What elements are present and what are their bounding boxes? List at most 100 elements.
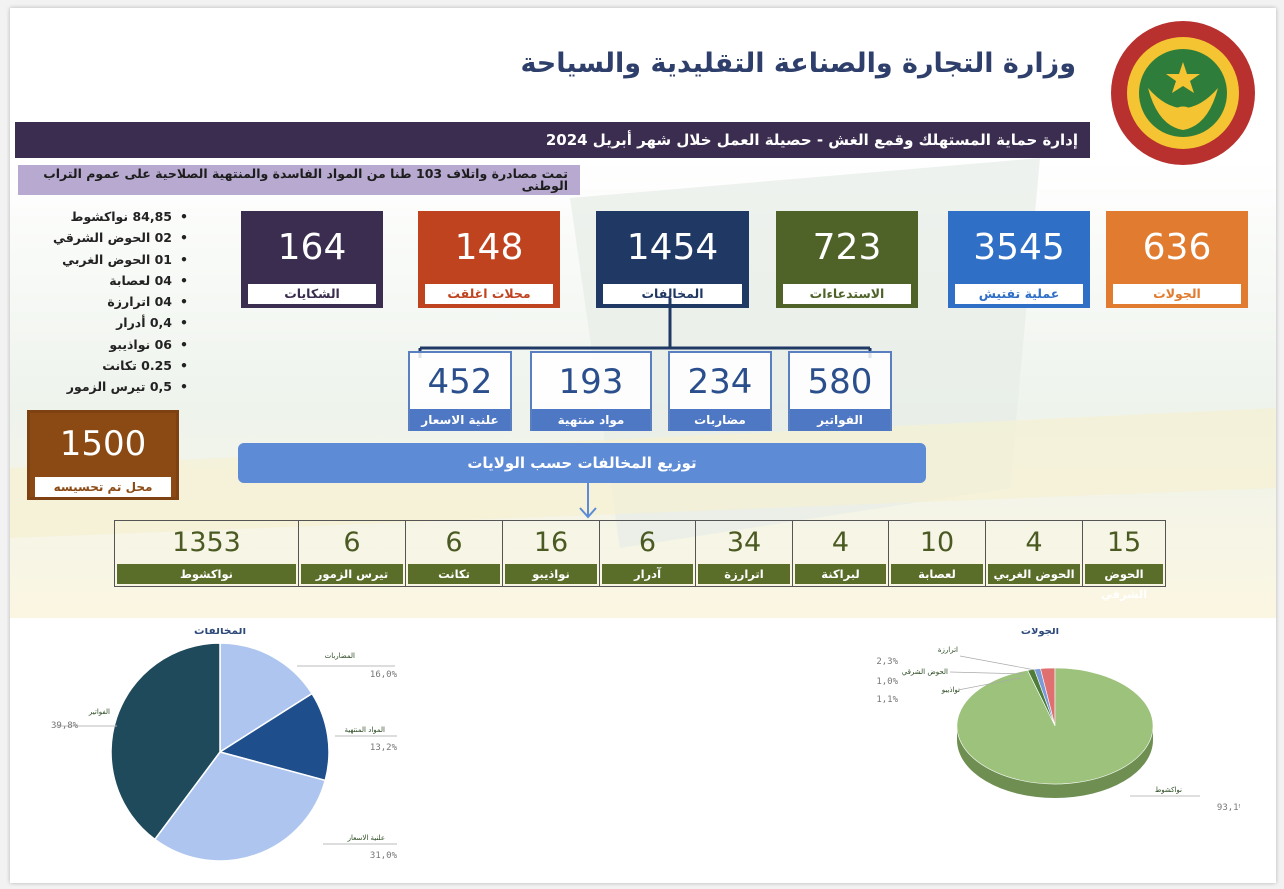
wilaya-cell: 6 آدرار <box>599 521 695 586</box>
pie-slice-percent: 39,8% <box>51 721 79 731</box>
mauritania-emblem-icon <box>1111 21 1255 165</box>
breakdown-label: مضاربات <box>670 409 770 431</box>
seizure-notice: تمت مصادرة واتلاف 103 طنا من المواد الفا… <box>18 165 580 195</box>
wilaya-value: 6 <box>638 527 657 558</box>
kpi-value: 723 <box>812 227 882 268</box>
kpi-violations: 1454 المخالفات <box>596 211 749 308</box>
breakdown-connector <box>418 298 872 358</box>
kpi-value: 164 <box>277 227 347 268</box>
wilaya-label: لبراكنة <box>795 564 886 584</box>
list-item: 0,5 تيرس الزمور <box>50 376 190 397</box>
pie-slice-percent: 1,1% <box>876 695 898 705</box>
pie-slice-percent: 2,3% <box>876 657 898 667</box>
wilaya-label: اترارزة <box>698 564 790 584</box>
tours-pie-chart: الجولات اترارزة 2,3% الحوض الشرقي 1,0% ن… <box>876 628 1240 813</box>
pie-slice-label: المضاربات <box>325 652 355 660</box>
chart-title: الجولات <box>1021 628 1059 637</box>
wilaya-label: لعصابة <box>891 564 983 584</box>
pie-slice-label: المواد المنتهية <box>345 726 386 734</box>
kpi-label: عملية تفتيش <box>955 284 1083 304</box>
pie-slice-percent: 16,0% <box>370 670 398 680</box>
wilaya-value: 4 <box>831 527 850 558</box>
breakdown-speculation: 234 مضاربات <box>668 351 772 431</box>
wilaya-cell: 4 الحوض الغربي <box>985 521 1082 586</box>
wilaya-cell: 4 لبراكنة <box>792 521 888 586</box>
list-item: 02 الحوض الشرقي <box>50 227 190 248</box>
pie-slice-label: اترارزة <box>938 646 958 654</box>
breakdown-value: 580 <box>807 362 873 402</box>
wilaya-value: 34 <box>726 527 762 558</box>
kpi-value: 1454 <box>626 227 719 268</box>
pie-slice-percent: 1,0% <box>876 677 898 687</box>
list-item: 01 الحوض الغربي <box>50 249 190 270</box>
breakdown-value: 193 <box>558 362 624 402</box>
wilaya-label: نواكشوط <box>117 564 296 584</box>
wilaya-cell: 6 تكانت <box>405 521 502 586</box>
awareness-label: محل تم تحسيسه <box>35 477 171 497</box>
kpi-value: 148 <box>454 227 524 268</box>
breakdown-value: 452 <box>427 362 493 402</box>
kpi-label: المخالفات <box>603 284 742 304</box>
list-item: 0.25 تكانت <box>50 355 190 376</box>
wilaya-value: 16 <box>533 527 569 558</box>
pie-slice-label: نواذيبو <box>941 686 960 694</box>
wilaya-label: تيرس الزمور <box>301 564 403 584</box>
breakdown-expired-goods: 193 مواد منتهية <box>530 351 652 431</box>
pie-slice <box>153 751 327 862</box>
wilaya-value: 6 <box>445 527 463 558</box>
pie-slice-label: الحوض الشرقي <box>902 668 948 676</box>
kpi-label: الشكايات <box>248 284 376 304</box>
kpi-inspections: 3545 عملية تفتيش <box>948 211 1090 308</box>
kpi-value: 3545 <box>973 227 1065 268</box>
wilaya-label: آدرار <box>602 564 693 584</box>
header-bar-text: إدارة حماية المستهلك وقمع الغش - حصيلة ا… <box>545 131 1078 149</box>
kpi-complaints: 164 الشكايات <box>241 211 383 308</box>
kpi-label: الاستدعاءات <box>783 284 911 304</box>
breakdown-price-display: 452 علنية الاسعار <box>408 351 512 431</box>
wilaya-value: 10 <box>919 527 955 558</box>
pie-slice-label: نواكشوط <box>1155 786 1182 794</box>
infographic-slide: وزارة التجارة والصناعة التقليدية والسياح… <box>10 8 1276 883</box>
wilaya-value: 6 <box>343 527 361 558</box>
pie-slice-percent: 13,2% <box>370 743 398 753</box>
wilaya-cell: 15 الحوض الشرقي <box>1082 521 1165 601</box>
distribution-banner: توزيع المخالفات حسب الولايات <box>238 443 926 483</box>
breakdown-label: علنية الاسعار <box>410 409 510 431</box>
list-item: 04 اترارزة <box>50 291 190 312</box>
pie-slice-percent: 31,0% <box>370 851 398 861</box>
wilaya-value: 15 <box>1106 527 1142 558</box>
wilaya-label: نواذيبو <box>505 564 597 584</box>
wilaya-cell: 16 نواذيبو <box>502 521 599 586</box>
breakdown-value: 234 <box>687 362 753 402</box>
list-item: 06 نواذيبو <box>50 334 190 355</box>
wilaya-value: 4 <box>1025 527 1043 558</box>
wilaya-table: 15 الحوض الشرقي 4 الحوض الغربي 10 لعصابة… <box>114 520 1166 601</box>
wilaya-cell: 6 تيرس الزمور <box>298 521 405 586</box>
wilaya-label: الحوض الشرقي <box>1085 564 1163 601</box>
kpi-value: 636 <box>1142 227 1212 268</box>
list-item: 04 لعصابة <box>50 270 190 291</box>
wilaya-cell: 10 لعصابة <box>888 521 985 586</box>
pie-slice <box>219 642 314 754</box>
wilaya-value: 1353 <box>172 527 241 558</box>
pie-slice <box>110 642 221 841</box>
kpi-summons: 723 الاستدعاءات <box>776 211 918 308</box>
wilaya-label: الحوض الغربي <box>988 564 1080 584</box>
chart-title: المخالفات <box>194 628 246 637</box>
breakdown-invoices: 580 الفواتير <box>788 351 892 431</box>
pie-slice-label: علنية الاسعار <box>347 834 385 842</box>
breakdown-label: مواد منتهية <box>532 409 650 431</box>
pie-slice-percent: 93,1% <box>1217 803 1240 813</box>
kpi-label: الجولات <box>1113 284 1241 304</box>
kpi-closed-shops: 148 محلات اغلقت <box>418 211 560 308</box>
kpi-tours: 636 الجولات <box>1106 211 1248 308</box>
awareness-value: 1500 <box>59 424 147 464</box>
arrow-down-icon <box>579 482 597 519</box>
wilaya-cell: 1353 نواكشوط <box>115 521 298 586</box>
wilaya-label: تكانت <box>408 564 500 584</box>
pie-slice-label: الفواتير <box>88 708 110 716</box>
kpi-label: محلات اغلقت <box>425 284 553 304</box>
header-bar: إدارة حماية المستهلك وقمع الغش - حصيلة ا… <box>15 122 1090 158</box>
breakdown-label: الفواتير <box>790 409 890 431</box>
violations-pie-chart: المخالفات الفواتير 39,8% المضاربات 16,0%… <box>51 628 398 862</box>
